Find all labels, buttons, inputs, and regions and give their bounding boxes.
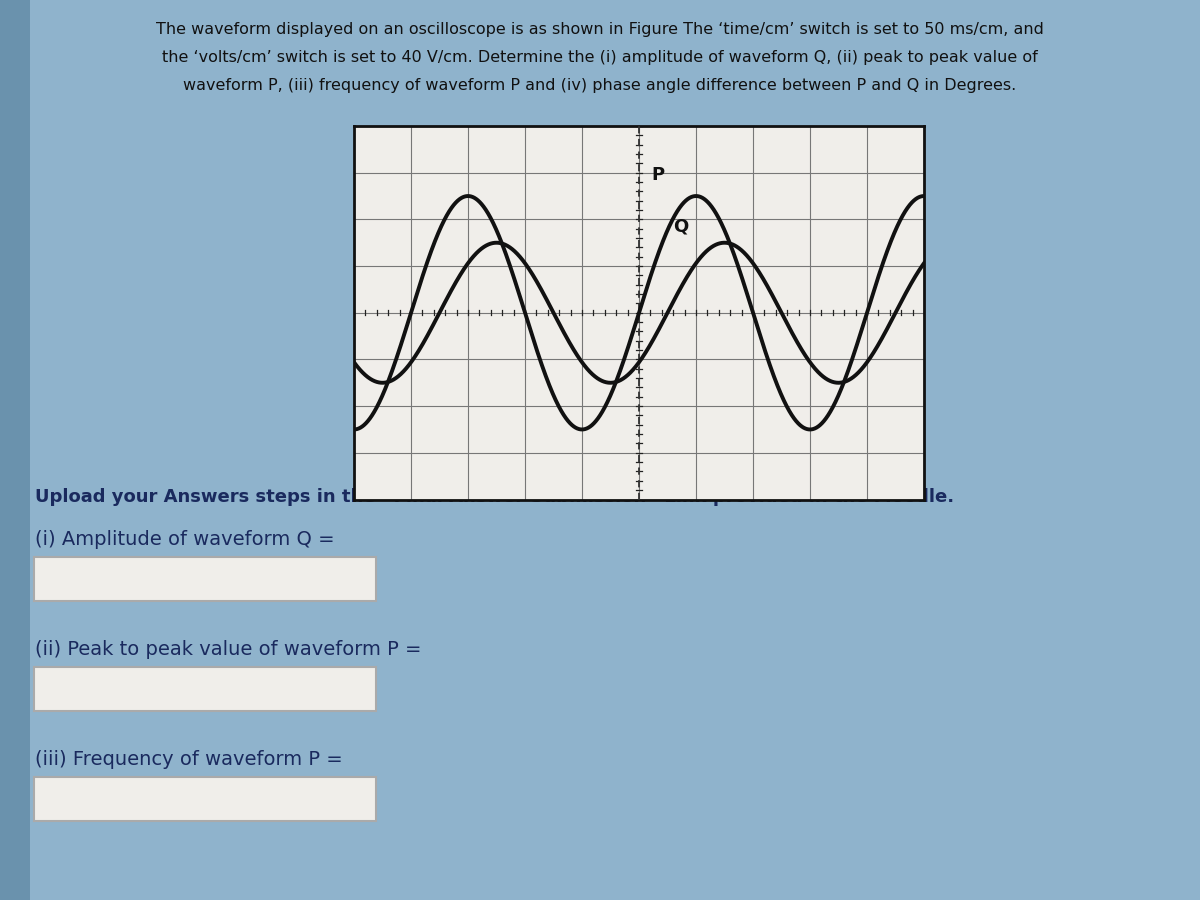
Text: P: P bbox=[652, 166, 665, 184]
Text: (iii) Frequency of waveform P =: (iii) Frequency of waveform P = bbox=[35, 750, 343, 769]
Text: (ii) Peak to peak value of waveform P =: (ii) Peak to peak value of waveform P = bbox=[35, 640, 421, 659]
Text: the ‘volts/cm’ switch is set to 40 V/cm. Determine the (i) amplitude of waveform: the ‘volts/cm’ switch is set to 40 V/cm.… bbox=[162, 50, 1038, 65]
FancyBboxPatch shape bbox=[34, 557, 376, 601]
Text: The waveform displayed on an oscilloscope is as shown in Figure The ‘time/cm’ sw: The waveform displayed on an oscilloscop… bbox=[156, 22, 1044, 37]
FancyBboxPatch shape bbox=[34, 667, 376, 711]
FancyBboxPatch shape bbox=[34, 777, 376, 821]
Text: (i) Amplitude of waveform Q =: (i) Amplitude of waveform Q = bbox=[35, 530, 335, 549]
Text: Q: Q bbox=[673, 217, 689, 235]
Text: Upload your Answers steps in the “Final Answer Submission” Link provided in the : Upload your Answers steps in the “Final … bbox=[35, 488, 954, 506]
Text: waveform P, (iii) frequency of waveform P and (iv) phase angle difference betwee: waveform P, (iii) frequency of waveform … bbox=[184, 78, 1016, 93]
Bar bbox=[0, 0, 30, 900]
